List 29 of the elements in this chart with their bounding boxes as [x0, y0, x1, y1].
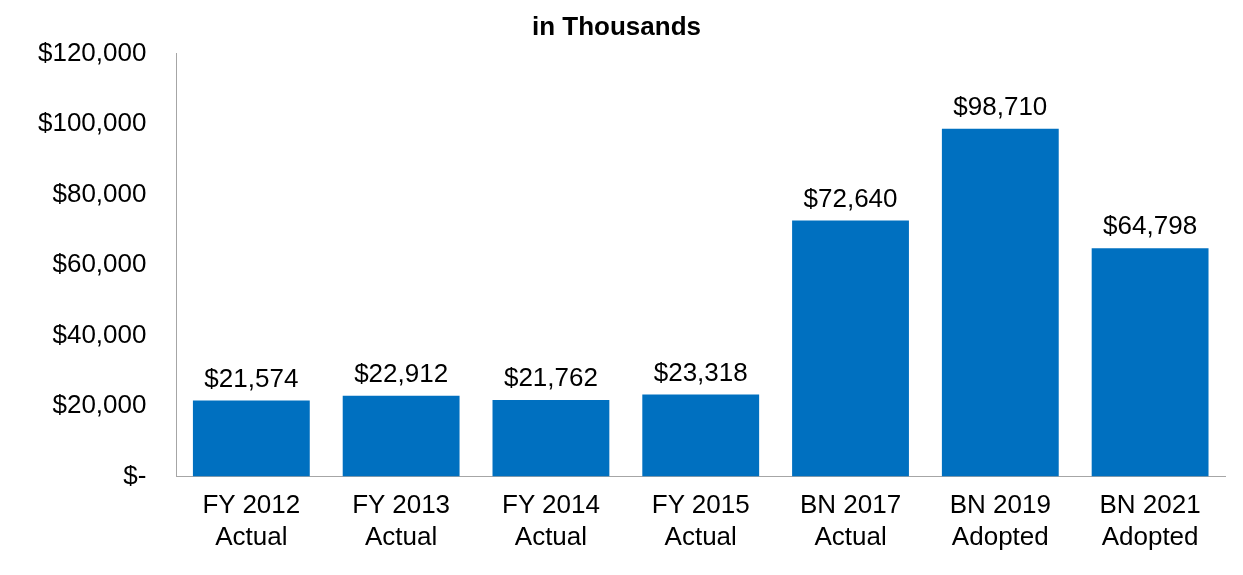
y-tick-label: $- — [123, 459, 147, 490]
y-tick-label: $80,000 — [52, 177, 147, 208]
y-tick-label: $40,000 — [52, 318, 147, 349]
x-tick-label: BN 2017 Actual — [799, 489, 902, 551]
data-label: $21,574 — [204, 362, 299, 393]
y-tick-label: $120,000 — [37, 36, 147, 67]
bar — [941, 128, 1059, 477]
chart-title: in Thousands — [532, 11, 701, 42]
bar — [192, 400, 310, 477]
bar — [1091, 248, 1209, 477]
data-label: $23,318 — [653, 356, 748, 387]
data-label: $98,710 — [953, 90, 1048, 121]
x-tick-label: BN 2019 Adopted — [949, 489, 1051, 551]
x-tick-label: FY 2015 Actual — [651, 489, 750, 551]
bar — [792, 220, 909, 477]
bar — [492, 399, 610, 477]
y-tick-label: $100,000 — [37, 107, 147, 138]
x-tick-label: FY 2014 Actual — [502, 489, 600, 551]
bar — [342, 395, 460, 477]
data-label: $72,640 — [803, 182, 898, 213]
y-tick-label: $20,000 — [52, 389, 147, 420]
y-tick-label: $60,000 — [52, 248, 147, 279]
data-label: $64,798 — [1103, 210, 1198, 241]
x-tick-label: FY 2013 Actual — [352, 489, 451, 551]
bar — [642, 394, 760, 477]
x-tick-label: BN 2021 Adopted — [1099, 489, 1201, 551]
data-label: $22,912 — [354, 358, 449, 389]
data-label: $21,762 — [503, 362, 598, 393]
x-tick-label: FY 2012 Actual — [202, 489, 301, 551]
